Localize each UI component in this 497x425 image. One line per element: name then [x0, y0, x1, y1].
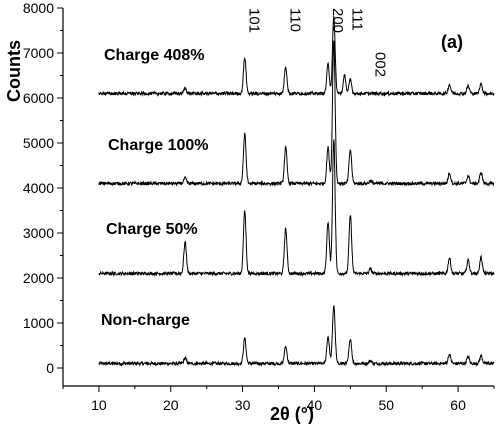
y-tick-label: 0 [46, 360, 54, 376]
series-line [98, 139, 495, 278]
panel-label: (a) [441, 32, 463, 52]
y-tick-label: 3000 [23, 225, 54, 241]
y-tick-label: 4000 [23, 180, 54, 196]
x-tick-label: 10 [91, 397, 107, 413]
series-line [98, 305, 495, 367]
x-tick-label: 40 [307, 397, 323, 413]
x-tick-label: 50 [378, 397, 394, 413]
y-tick-label: 8000 [23, 0, 54, 16]
peak-label: 110 [287, 8, 304, 32]
y-tick-label: 2000 [23, 270, 54, 286]
y-tick-label: 1000 [23, 315, 54, 331]
series-label: Charge 408% [104, 47, 205, 64]
y-axis-title: Counts [4, 40, 24, 102]
series-label: Charge 100% [108, 137, 209, 154]
series-group [98, 16, 495, 367]
peak-label: 002 [371, 52, 388, 77]
x-tick-label: 60 [450, 397, 466, 413]
x-tick-label: 20 [163, 397, 179, 413]
y-tick-label: 7000 [23, 45, 54, 61]
x-axis-title: 2θ (°) [270, 404, 314, 424]
peak-label: 200 [329, 8, 346, 33]
y-tick-label: 5000 [23, 135, 54, 151]
series-line [98, 16, 495, 97]
labels-group: Non-charge Charge 50% Charge 100% Charge 40… [101, 8, 388, 329]
y-tick-label: 6000 [23, 90, 54, 106]
series-line [98, 40, 495, 187]
axes-group: 0 1000 2000 3000 4000 5000 6000 7000 8000 10 20 30 4… [23, 0, 495, 413]
x-tick-label: 30 [235, 397, 251, 413]
series-label: Charge 50% [106, 221, 198, 238]
peak-label: 111 [348, 8, 365, 31]
peak-label: 101 [246, 8, 263, 33]
series-label: Non-charge [101, 312, 190, 329]
